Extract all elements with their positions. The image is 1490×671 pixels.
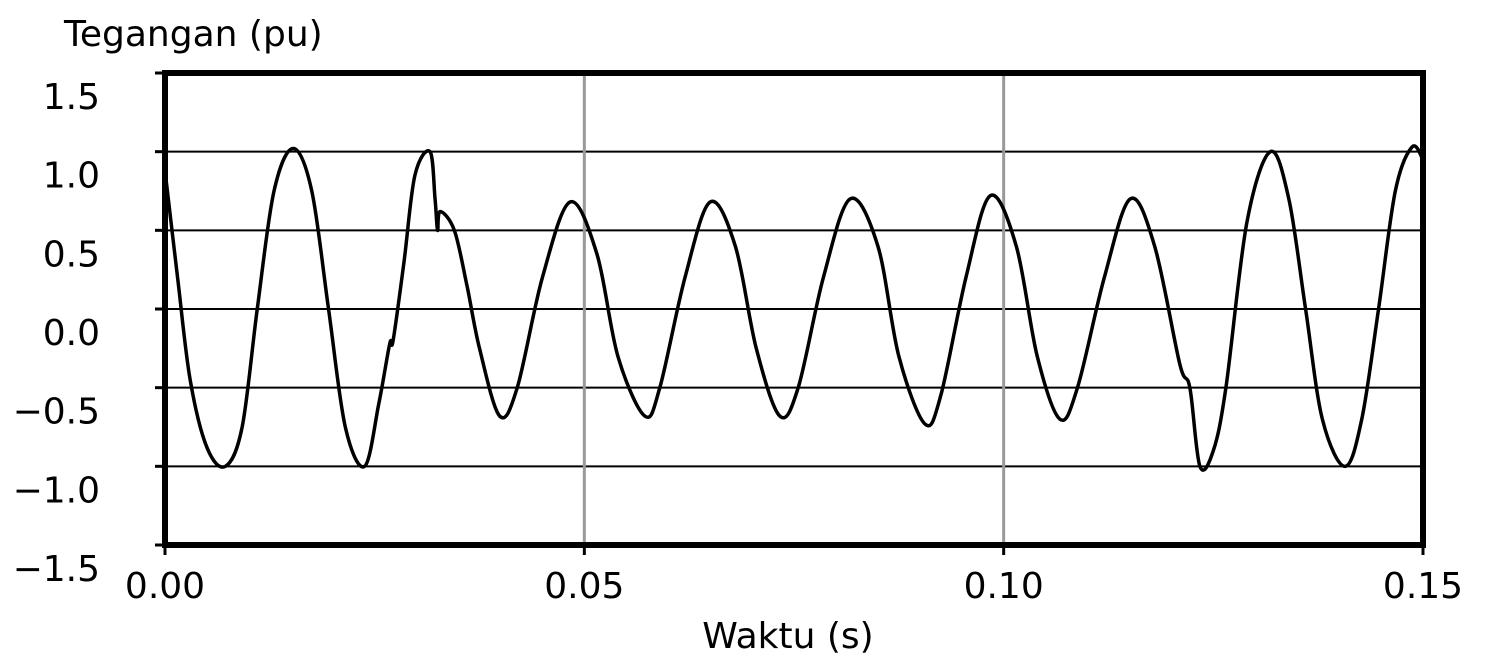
x-tick-label: 0.00 xyxy=(125,566,205,607)
y-axis-label: Tegangan (pu) xyxy=(63,14,323,55)
y-tick-label: −1.0 xyxy=(13,470,100,511)
data-line xyxy=(163,144,1425,472)
y-tick-label: −1.5 xyxy=(13,549,100,590)
y-tick-label: 1.0 xyxy=(43,156,100,197)
x-tick-label: 0.10 xyxy=(964,566,1044,607)
x-tick-label: 0.15 xyxy=(1383,566,1463,607)
y-tick-label: 0.5 xyxy=(43,234,100,275)
y-tick-label: 1.5 xyxy=(43,77,100,118)
x-tick-label: 0.05 xyxy=(544,566,624,607)
y-tick-label: −0.5 xyxy=(13,392,100,433)
plot-frame xyxy=(162,70,1426,548)
y-tick-label: 0.0 xyxy=(43,313,100,354)
x-axis-label: Waktu (s) xyxy=(702,616,873,657)
